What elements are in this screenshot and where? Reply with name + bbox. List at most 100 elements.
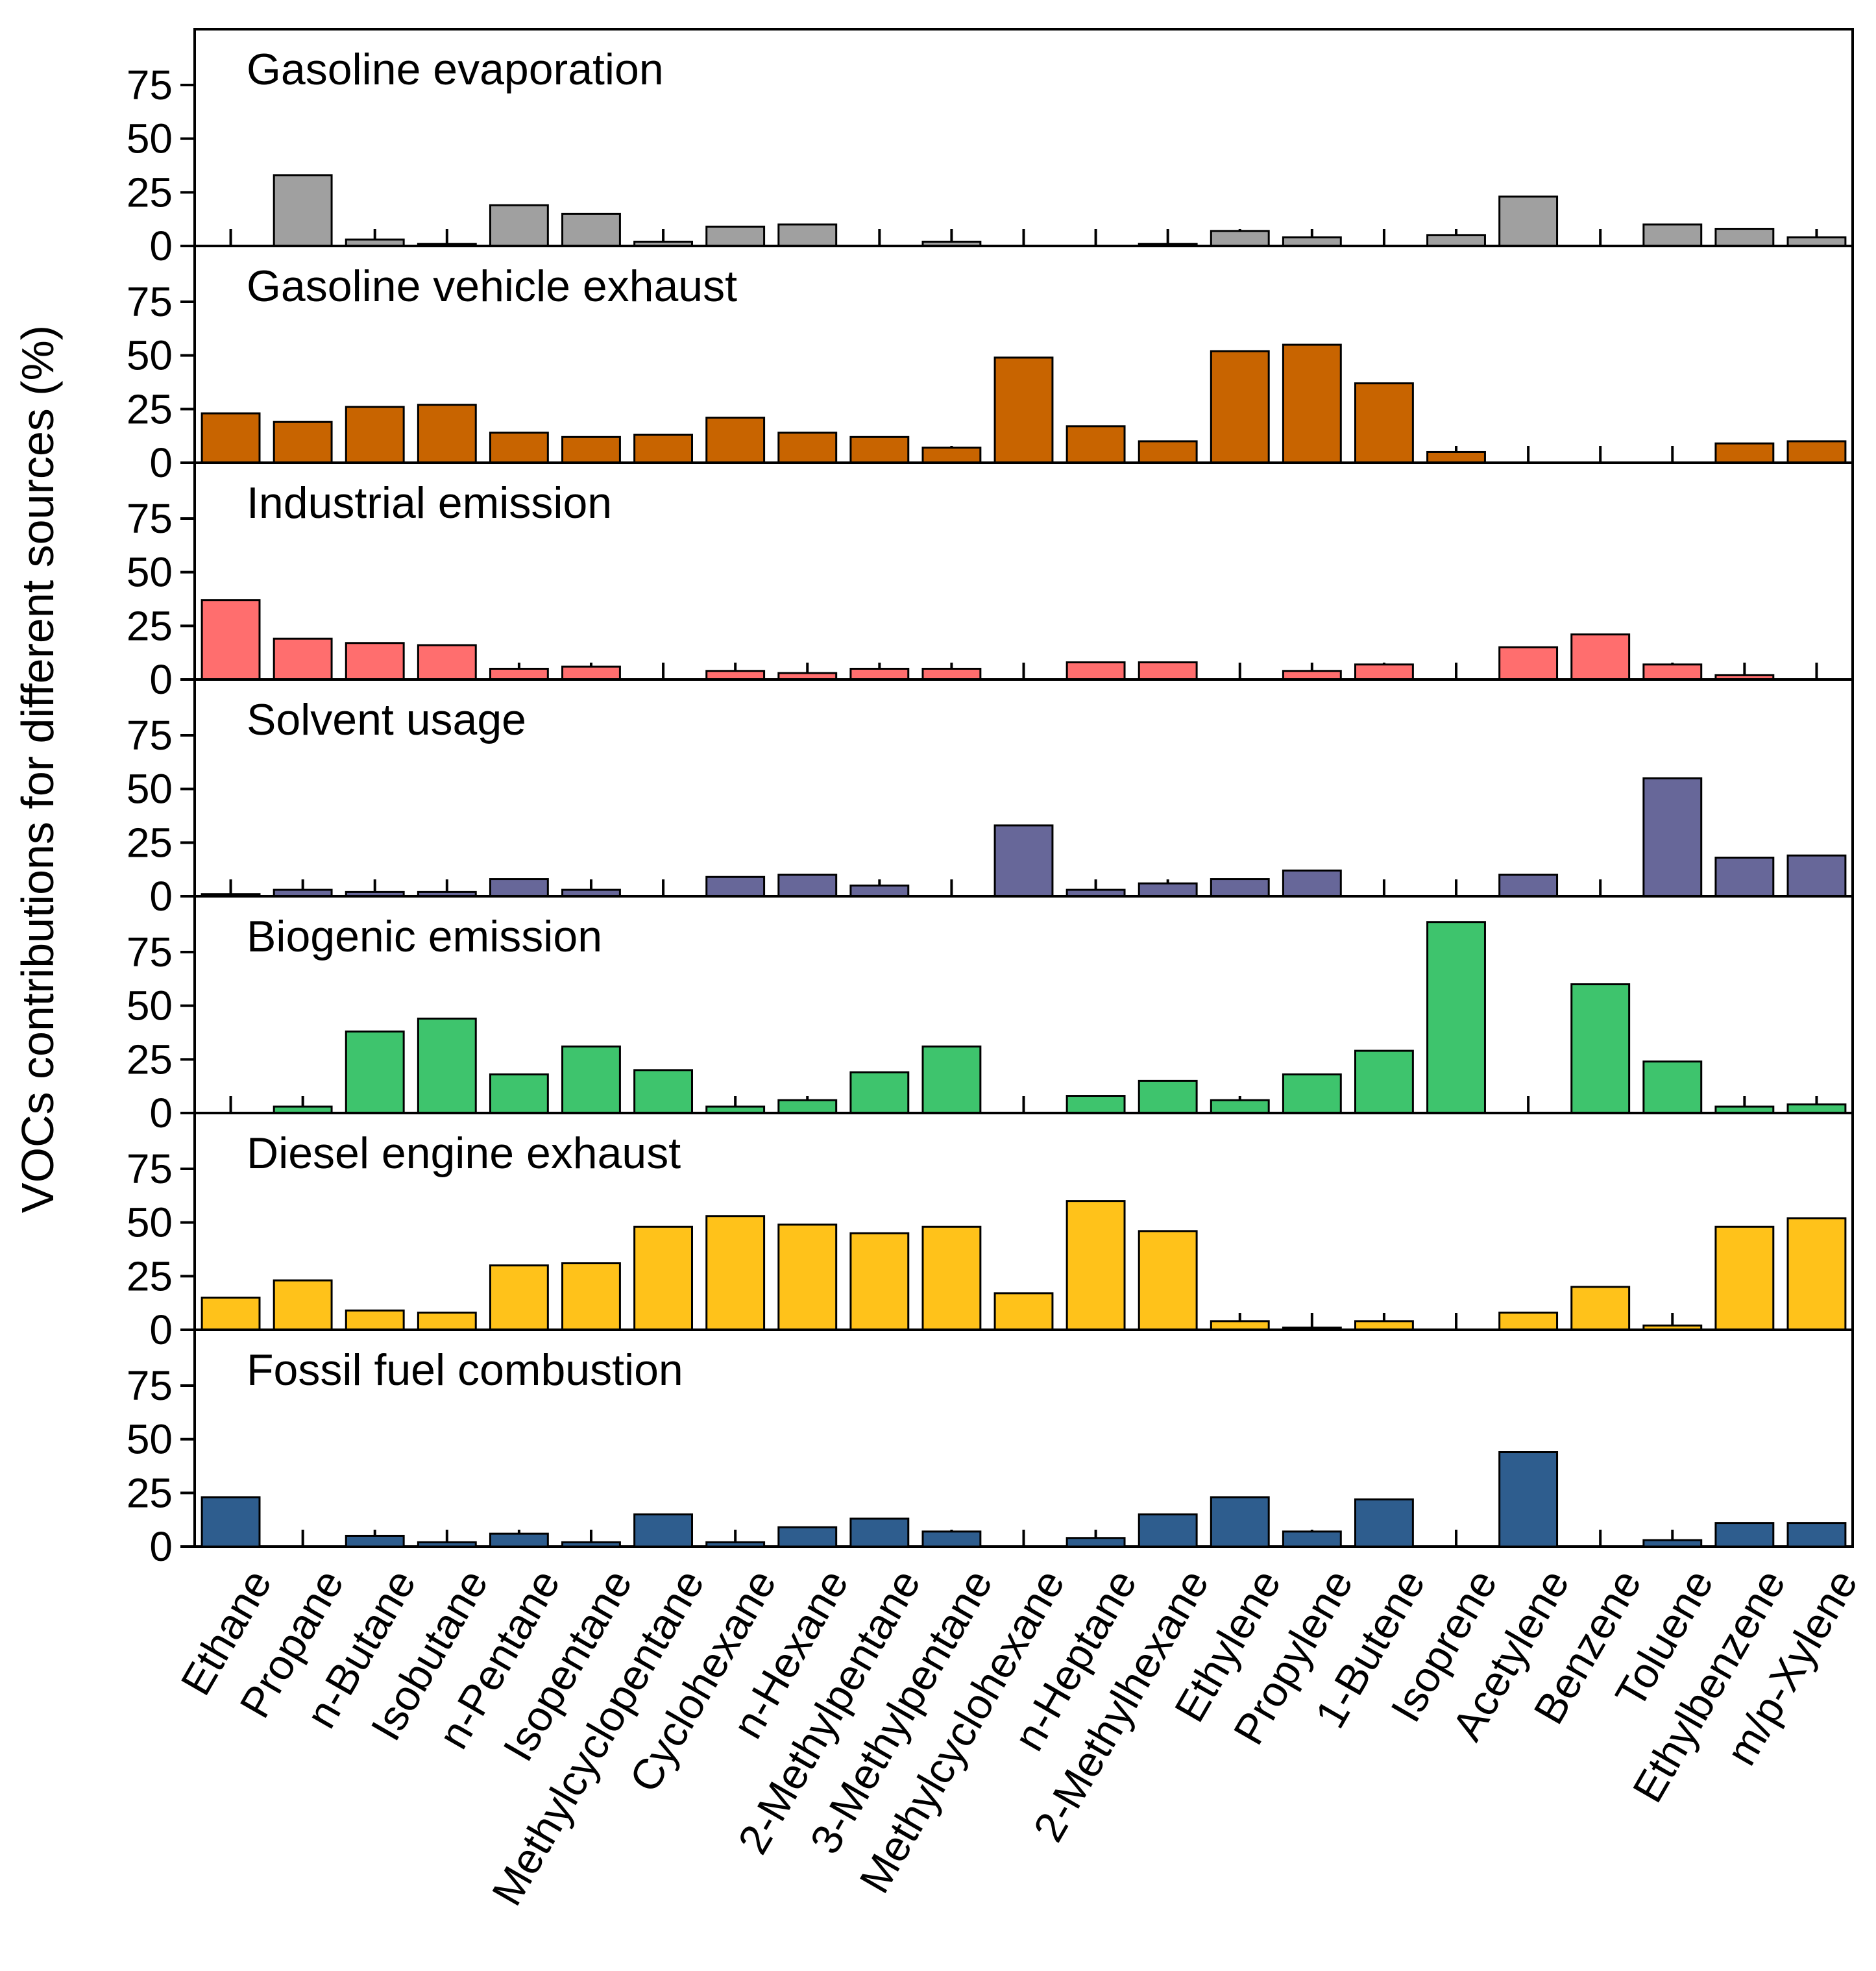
bar-propylene	[1282, 1073, 1342, 1114]
bar-2-methylhexane	[1138, 1513, 1198, 1548]
bar-isopentane	[561, 212, 621, 247]
bar-1-butene	[1354, 382, 1414, 464]
bar-2-methylhexane	[1138, 1230, 1198, 1331]
bar-2-methylpentane	[849, 667, 910, 681]
bar-isobutane	[417, 644, 477, 681]
bar-1-butene	[1354, 1498, 1414, 1548]
bar-propane	[273, 174, 333, 247]
panel-5: Biogenic emission 0 25 50 75	[127, 895, 1854, 1136]
y-tick-label: 25	[127, 602, 173, 649]
bar-isopentane	[561, 1045, 621, 1114]
bar-ethane	[201, 599, 261, 681]
y-tick-label: 25	[127, 1469, 173, 1516]
panel-2: Gasoline vehicle exhaust 0 25 50 75	[127, 245, 1854, 486]
bar-n-pentane	[489, 878, 549, 898]
bar-benzene	[1570, 633, 1631, 681]
bar-2-methylpentane	[849, 1232, 910, 1331]
bar-cyclohexane	[705, 225, 766, 247]
bar-3-methylpentane	[921, 667, 982, 681]
bar-toluene	[1642, 777, 1703, 898]
bar-m-p-xylene	[1786, 1522, 1847, 1548]
bar-2-methylhexane	[1138, 440, 1198, 464]
bar-n-heptane	[1066, 1200, 1126, 1331]
bar-acetylene	[1498, 874, 1559, 898]
bar-propylene	[1282, 1530, 1342, 1548]
bar-isoprene	[1426, 450, 1486, 464]
bar-3-methylpentane	[921, 447, 982, 464]
bar-cyclohexane	[705, 1541, 766, 1548]
bar-ethylene	[1210, 350, 1270, 464]
bar-acetylene	[1498, 646, 1559, 681]
bar-propane	[273, 637, 333, 681]
y-tick-label: 25	[127, 819, 173, 866]
bar-n-butane	[345, 1309, 405, 1331]
bar-cyclohexane	[705, 1215, 766, 1331]
bar-isobutane	[417, 1312, 477, 1331]
bar-toluene	[1642, 663, 1703, 681]
y-tick-label: 0	[149, 1090, 173, 1136]
bar-n-heptane	[1066, 1095, 1126, 1114]
bar-n-hexane	[777, 1526, 838, 1548]
y-tick-label: 25	[127, 169, 173, 215]
bar-2-methylhexane	[1138, 882, 1198, 898]
y-tick-label: 0	[149, 439, 173, 486]
panel-title: Gasoline evaporation	[247, 45, 664, 94]
bar-ethylene	[1210, 1099, 1270, 1114]
panel-title: Biogenic emission	[247, 912, 602, 961]
bar-n-heptane	[1066, 425, 1126, 464]
bar-ethane	[201, 412, 261, 464]
bar-n-heptane	[1066, 661, 1126, 681]
bar-methylcyclohexane	[993, 824, 1054, 898]
bar-ethane	[201, 1496, 261, 1548]
bar-1-butene	[1354, 663, 1414, 681]
bar-ethane	[201, 1296, 261, 1331]
bar-n-pentane	[489, 1073, 549, 1114]
panel-7: Fossil fuel combustion 0 25 50 75	[127, 1328, 1854, 1570]
y-tick-label: 75	[127, 62, 173, 108]
bar-toluene	[1642, 223, 1703, 247]
bar-m-p-xylene	[1786, 440, 1847, 464]
bar-n-pentane	[489, 432, 549, 464]
y-tick-label: 75	[127, 495, 173, 542]
y-tick-label: 50	[127, 1199, 173, 1246]
panel-4: Solvent usage 0 25 50 75	[127, 678, 1854, 920]
bar-n-hexane	[777, 223, 838, 247]
bar-ethylene	[1210, 230, 1270, 247]
panel-title: Solvent usage	[247, 695, 526, 744]
bar-methylcyclopentane	[633, 1513, 693, 1548]
panel-3: Industrial emission 0 25 50 75	[127, 461, 1854, 703]
bar-n-pentane	[489, 1532, 549, 1548]
bar-propane	[273, 1279, 333, 1331]
bar-methylcyclopentane	[633, 434, 693, 464]
bar-methylcyclohexane	[993, 1292, 1054, 1331]
bar-acetylene	[1498, 195, 1559, 247]
y-axis-title: VOCs contributions for different sources…	[12, 325, 63, 1213]
panel-title: Fossil fuel combustion	[247, 1345, 683, 1395]
y-tick-label: 50	[127, 332, 173, 379]
bar-methylcyclopentane	[633, 1069, 693, 1114]
bar-methylcyclohexane	[993, 356, 1054, 464]
y-tick-label: 0	[149, 223, 173, 269]
bar-n-butane	[345, 406, 405, 464]
bar-benzene	[1570, 983, 1631, 1114]
bar-n-hexane	[777, 874, 838, 898]
bar-methylcyclopentane	[633, 1225, 693, 1331]
bar-3-methylpentane	[921, 1225, 982, 1331]
bar-1-butene	[1354, 1049, 1414, 1114]
bar-n-pentane	[489, 204, 549, 247]
bar-isoprene	[1426, 921, 1486, 1114]
y-tick-label: 25	[127, 386, 173, 432]
bar-ethylene	[1210, 1496, 1270, 1548]
bar-3-methylpentane	[921, 1045, 982, 1114]
panel-title: Diesel engine exhaust	[247, 1129, 681, 1178]
bar-isobutane	[417, 1541, 477, 1548]
bar-benzene	[1570, 1286, 1631, 1331]
y-tick-label: 75	[127, 1362, 173, 1409]
y-tick-label: 75	[127, 278, 173, 325]
bar-n-pentane	[489, 667, 549, 681]
bar-toluene	[1642, 1060, 1703, 1114]
bar-2-methylhexane	[1138, 1079, 1198, 1114]
y-tick-label: 0	[149, 1306, 173, 1353]
bar-n-hexane	[777, 1223, 838, 1331]
